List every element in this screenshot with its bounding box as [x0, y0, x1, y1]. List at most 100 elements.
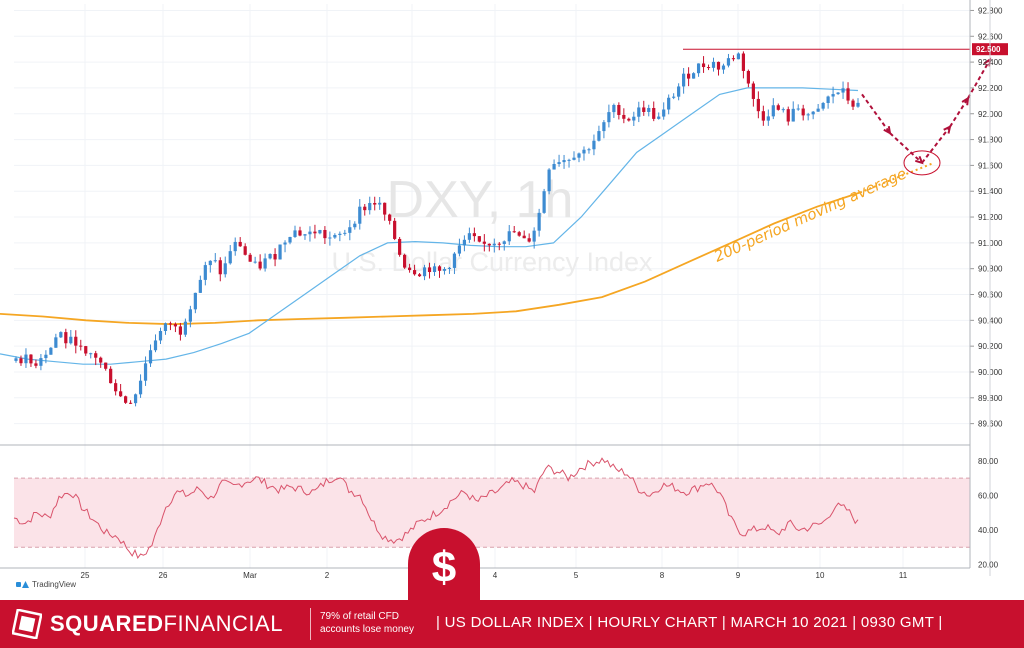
candle-body: [153, 340, 158, 351]
dxy-chart: DXY, 1h U.S. Dollar Currency Index 92.50…: [0, 0, 1008, 580]
candle-body: [158, 330, 163, 341]
candle-body: [64, 332, 68, 344]
candle-body: [442, 269, 447, 271]
forecast-arrowhead: [883, 126, 892, 135]
candle-body: [54, 337, 58, 348]
candle-body: [467, 233, 471, 240]
candle-body: [273, 254, 277, 260]
x-tick-label: 8: [660, 571, 665, 580]
forecast-arrow: [967, 59, 991, 99]
ma200-projection: [859, 161, 935, 194]
candle-body: [163, 323, 168, 331]
candle-body: [696, 63, 701, 74]
candle-body: [662, 109, 666, 117]
candle-body: [701, 63, 706, 68]
candle-body: [721, 65, 726, 70]
candle-body: [99, 357, 103, 363]
forecast-arrow: [921, 126, 951, 164]
x-tick-label: 26: [159, 571, 168, 580]
candle-body: [602, 122, 606, 132]
x-tick-label: 4: [493, 571, 498, 580]
candle-body: [398, 238, 402, 255]
candle-body: [268, 254, 272, 259]
y-tick-label: 92.200: [978, 84, 1003, 93]
risk-warning-line-1: 79% of retail CFD: [320, 611, 399, 622]
target-circle: [903, 150, 941, 176]
sma-line: [0, 87, 859, 365]
candle-body: [851, 100, 855, 107]
candle-body: [562, 160, 566, 163]
candle-body: [746, 70, 750, 84]
forecast-arrow: [861, 93, 891, 134]
candle-body: [726, 58, 731, 66]
candle-body: [417, 274, 422, 277]
forecast-arrowhead: [943, 124, 952, 134]
x-tick-label: 2: [325, 571, 330, 580]
candle-body: [24, 354, 28, 364]
x-tick-label: 5: [574, 571, 579, 580]
candle-body: [502, 241, 506, 245]
candle-body: [716, 61, 721, 70]
candle-body: [94, 353, 98, 358]
x-tick-label: Mar: [243, 571, 257, 580]
candle-body: [49, 347, 53, 355]
candle-body: [821, 102, 825, 109]
candle-body: [253, 261, 257, 263]
candle-body: [776, 105, 780, 110]
candle-body: [29, 354, 33, 364]
ma200-line: [0, 191, 861, 326]
candle-body: [771, 105, 775, 117]
tradingview-label: TradingView: [32, 580, 77, 589]
candle-body: [203, 265, 207, 280]
candle-body: [178, 326, 183, 335]
candle-body: [388, 214, 392, 221]
candle-body: [512, 231, 516, 233]
candle-body: [677, 86, 681, 97]
candle-body: [567, 159, 571, 161]
x-tick-label: 10: [816, 571, 825, 580]
candle-body: [69, 336, 73, 344]
candle-body: [79, 345, 83, 347]
candle-body: [751, 83, 755, 99]
candle-body: [233, 241, 237, 252]
candle-body: [283, 242, 287, 245]
candle-body: [183, 321, 187, 335]
watermark-subtitle: U.S. Dollar Currency Index: [331, 247, 653, 277]
candle-body: [363, 206, 367, 211]
candle-body: [238, 241, 242, 247]
rsi-tick-label: 40.00: [978, 526, 999, 535]
candle-body: [403, 254, 407, 268]
candle-body: [542, 191, 546, 213]
footer-bar: SQUAREDFINANCIAL 79% of retail CFD accou…: [0, 600, 1024, 648]
candle-body: [14, 358, 18, 361]
candle-body: [811, 111, 815, 115]
candle-body: [736, 53, 741, 60]
candle-body: [672, 96, 676, 98]
candle-body: [313, 231, 317, 234]
candle-body: [766, 116, 770, 121]
risk-warning-line-2: accounts lose money: [320, 624, 414, 635]
candle-body: [846, 88, 850, 101]
candle-body: [124, 396, 128, 403]
footer-divider: [310, 608, 311, 640]
candle-body: [497, 243, 501, 245]
forecast-arrow: [889, 132, 923, 164]
candle-body: [422, 267, 427, 277]
candle-body: [248, 254, 252, 262]
candle-body: [652, 107, 656, 119]
candle-body: [462, 239, 467, 246]
candle-body: [796, 108, 800, 110]
dollar-badge: $: [408, 528, 480, 600]
y-tick-label: 90.400: [978, 316, 1003, 325]
x-tick-label: 9: [736, 571, 741, 580]
candle-body: [457, 245, 462, 254]
candle-body: [213, 260, 217, 262]
candle-body: [527, 238, 531, 242]
candle-body: [856, 102, 860, 107]
candle-body: [173, 324, 178, 327]
dollar-sign-icon: $: [432, 543, 456, 592]
candle-body: [19, 358, 23, 364]
squared-logo-icon: [12, 609, 42, 639]
candle-body: [198, 279, 202, 293]
candle-body: [378, 202, 382, 205]
